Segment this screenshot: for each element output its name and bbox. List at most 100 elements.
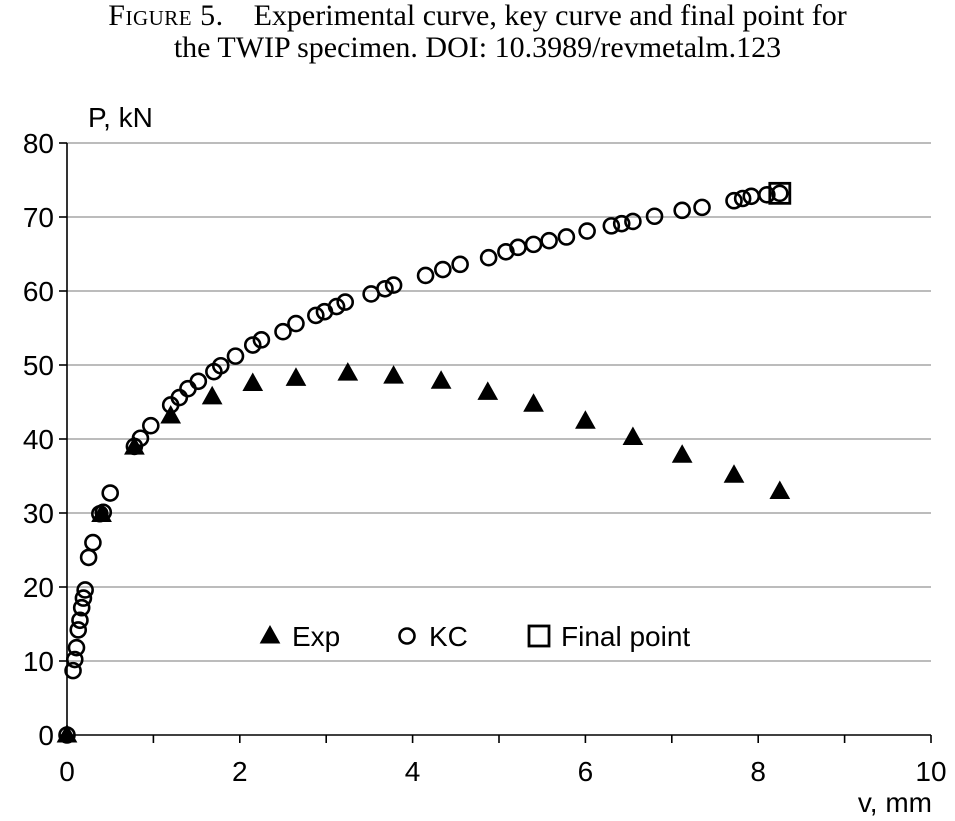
point-kc-41 [524,235,543,254]
point-exp-3 [160,405,182,424]
point-kc-12 [94,503,113,522]
x-tick-label-6: 6 [578,756,594,787]
point-kc-26 [274,322,292,341]
legend-label-kc: KC [429,621,468,652]
point-kc-20 [189,372,208,391]
point-kc-31 [336,293,355,311]
point-kc-19 [179,379,197,398]
y-tick-label-40: 40 [23,424,54,455]
point-final-point-0 [768,181,792,205]
point-kc-24 [243,336,262,354]
point-kc-49 [673,201,691,220]
point-kc-33 [376,279,394,298]
point-kc-48 [645,207,664,226]
point-exp-15 [723,464,745,483]
series-exp [56,362,791,743]
legend-marker-kc [398,627,416,645]
point-exp-7 [337,362,359,381]
point-kc-55 [770,184,789,203]
point-kc-35 [416,266,435,285]
point-kc-23 [226,347,245,365]
legend-item-exp: Exp [259,621,340,652]
legend: Exp KC Final point [259,621,690,652]
point-kc-52 [733,189,752,208]
point-kc-13 [101,484,119,502]
point-kc-16 [142,416,160,435]
point-kc-3 [67,638,86,657]
point-kc-43 [557,228,576,246]
point-kc-45 [602,217,621,235]
point-kc-2 [65,650,84,669]
point-kc-42 [540,231,558,250]
point-kc-36 [434,260,452,279]
point-exp-10 [477,381,499,400]
point-kc-50 [693,198,711,217]
point-kc-34 [384,276,403,294]
legend-item-final-point: Final point [527,621,690,652]
figure-caption: Figure 5. Experimental curve, key curve … [0,0,955,64]
point-exp-12 [575,410,596,429]
y-tick-label-30: 30 [23,498,54,529]
caption-line-1: Figure 5. Experimental curve, key curve … [0,0,955,32]
legend-marker-exp [259,624,281,644]
x-axis-label: v, mm [858,787,932,818]
point-exp-13 [622,426,644,446]
point-exp-6 [285,367,307,386]
x-tick-label-8: 8 [750,756,766,787]
point-exp-8 [383,365,404,384]
point-kc-47 [624,212,642,231]
tick-labels: 0 10 20 30 40 50 60 70 80 0 2 4 6 8 10 [23,128,947,787]
point-exp-9 [430,370,452,389]
point-kc-54 [758,186,776,204]
y-axis-label: P, kN [88,102,153,133]
point-kc-10 [84,533,102,552]
legend-label-exp: Exp [292,621,340,652]
point-kc-51 [725,191,743,210]
point-kc-4 [69,621,88,639]
point-kc-1 [64,661,82,680]
point-kc-9 [79,548,98,567]
figure-label: Figure 5. [108,0,224,32]
point-kc-8 [76,581,94,599]
legend-label-final-point: Final point [561,621,690,652]
x-tick-label-4: 4 [405,756,421,787]
point-kc-46 [612,214,631,233]
point-exp-16 [769,480,791,500]
point-exp-11 [523,393,544,412]
gridlines [67,142,931,662]
series-kc [58,184,789,744]
point-kc-6 [72,598,91,617]
point-kc-53 [742,187,761,206]
point-exp-5 [242,372,264,391]
point-kc-44 [578,222,596,240]
x-tick-label-0: 0 [59,756,75,787]
point-kc-5 [71,611,89,630]
y-tick-label-0: 0 [38,720,54,751]
y-tick-label-70: 70 [23,202,54,233]
y-tick-label-60: 60 [23,276,54,307]
data-marks [56,181,792,744]
point-kc-30 [327,297,346,316]
point-kc-7 [74,589,93,607]
point-kc-0 [58,726,76,744]
y-tick-label-20: 20 [23,572,54,603]
point-kc-15 [131,429,150,448]
point-kc-25 [252,331,271,349]
y-tick-label-80: 80 [23,128,54,159]
y-tick-label-50: 50 [23,350,54,381]
point-exp-4 [201,385,223,405]
x-tick-label-2: 2 [232,756,248,787]
y-tick-label-10: 10 [23,646,54,677]
legend-item-kc: KC [398,621,468,652]
point-kc-38 [479,248,498,267]
legend-marker-final-point [527,624,551,648]
point-kc-27 [287,314,305,333]
x-tick-label-10: 10 [915,756,946,787]
point-exp-14 [671,444,693,463]
axes [59,142,932,743]
point-kc-37 [451,255,469,274]
caption-text-1: Experimental curve, key curve and final … [253,0,847,32]
caption-line-2: the TWIP specimen. DOI: 10.3989/revmetal… [173,31,782,64]
point-kc-28 [307,306,325,325]
